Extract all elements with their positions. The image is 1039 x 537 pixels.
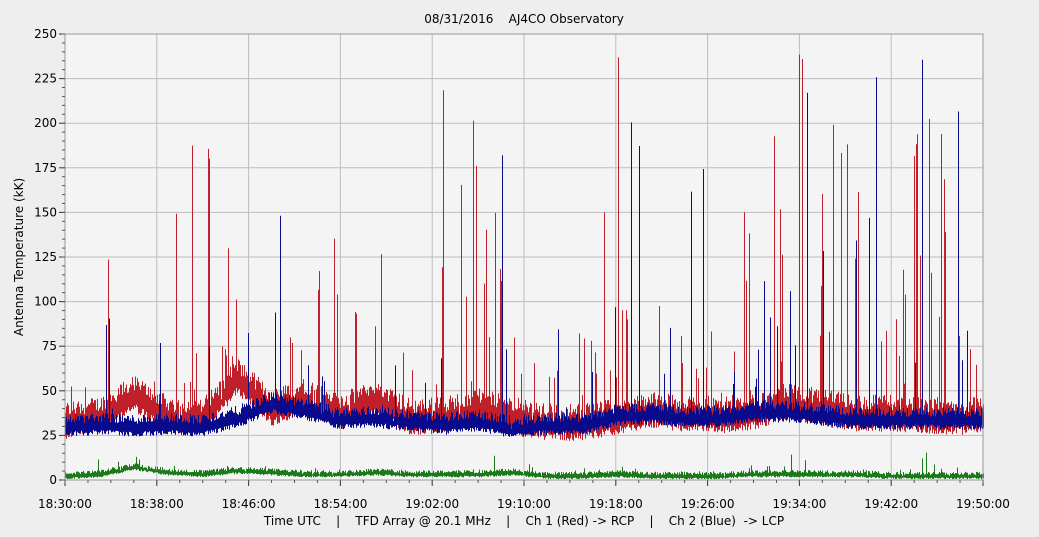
chart-title: 08/31/2016 AJ4CO Observatory <box>424 12 624 26</box>
x-tick-label: 19:18:00 <box>589 497 643 511</box>
y-tick-label: 250 <box>34 27 57 41</box>
x-tick-label: 19:42:00 <box>864 497 918 511</box>
y-tick-label: 200 <box>34 116 57 130</box>
x-tick-label: 18:38:00 <box>130 497 184 511</box>
x-tick-label: 19:10:00 <box>497 497 551 511</box>
series-layer <box>65 54 984 480</box>
y-axis: 0 25 50 75 100 125 150 175 200 225 250 <box>34 27 65 487</box>
y-tick-label: 125 <box>34 250 57 264</box>
x-tick-label: 19:50:00 <box>956 497 1010 511</box>
x-axis-label: Time UTC | TFD Array @ 20.1 MHz | Ch 1 (… <box>263 514 784 528</box>
y-tick-label: 100 <box>34 295 57 309</box>
y-tick-label: 0 <box>49 473 57 487</box>
x-tick-label: 18:46:00 <box>222 497 276 511</box>
x-tick-label: 19:02:00 <box>405 497 459 511</box>
x-axis: 18:30:00 18:38:00 18:46:00 18:54:00 19:02:00… <box>38 480 1010 511</box>
y-tick-label: 175 <box>34 161 57 175</box>
y-tick-label: 150 <box>34 205 57 219</box>
y-tick-label: 50 <box>42 384 57 398</box>
x-tick-label: 18:30:00 <box>38 497 92 511</box>
y-tick-label: 225 <box>34 72 57 86</box>
x-tick-label: 18:54:00 <box>313 497 367 511</box>
y-tick-label: 75 <box>42 339 57 353</box>
y-axis-label: Antenna Temperature (kK) <box>12 178 26 336</box>
x-tick-label: 19:34:00 <box>772 497 826 511</box>
y-tick-label: 25 <box>42 428 57 442</box>
x-tick-label: 19:26:00 <box>681 497 735 511</box>
